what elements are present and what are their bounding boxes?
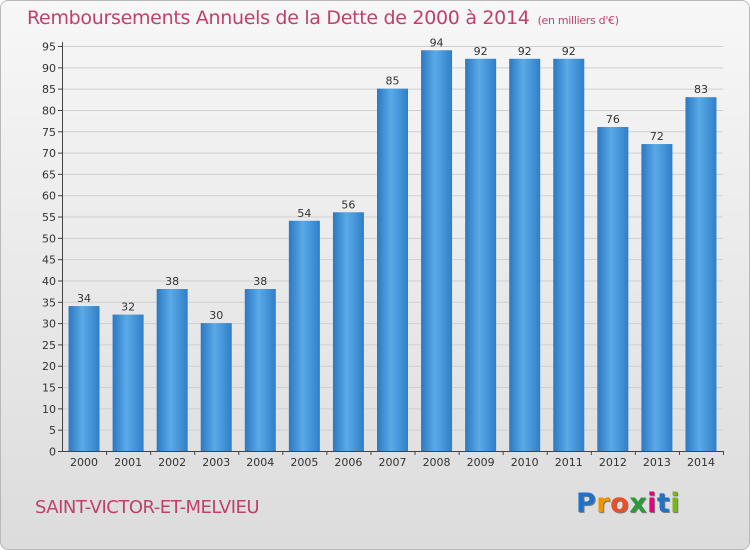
y-tick-label: 5	[49, 424, 56, 437]
y-tick-label: 10	[42, 403, 56, 416]
logo-letter: t	[656, 488, 671, 519]
x-tick-label: 2014	[687, 456, 715, 469]
data-label: 38	[253, 275, 267, 288]
x-tick-label: 2000	[70, 456, 98, 469]
data-label: 83	[694, 83, 708, 96]
logo-letter: i	[647, 488, 657, 519]
chart-subtitle: (en milliers d'€)	[537, 14, 619, 27]
y-tick-label: 15	[42, 382, 56, 395]
chart-title: Remboursements Annuels de la Dette de 20…	[27, 7, 619, 29]
logo-letter: i	[670, 488, 681, 519]
data-label: 30	[209, 309, 223, 322]
y-tick-label: 65	[42, 168, 56, 181]
x-tick-label: 2007	[379, 456, 407, 469]
y-tick-label: 60	[42, 190, 56, 203]
data-label: 72	[650, 130, 664, 143]
bar	[641, 144, 673, 452]
bar	[288, 220, 320, 451]
y-tick-label: 45	[42, 254, 56, 267]
y-tick-label: 90	[42, 62, 56, 75]
bar	[553, 58, 585, 451]
logo-letter: r	[596, 488, 611, 519]
bar	[465, 58, 497, 451]
y-tick-label: 50	[42, 232, 56, 245]
data-label: 38	[165, 275, 179, 288]
bar	[200, 323, 232, 451]
data-label: 92	[562, 45, 576, 58]
y-tick-label: 0	[49, 446, 56, 459]
x-tick-label: 2005	[290, 456, 318, 469]
x-tick-label: 2010	[511, 456, 539, 469]
logo-letter: x	[629, 488, 648, 519]
y-tick-label: 30	[42, 318, 56, 331]
data-label: 34	[77, 292, 91, 305]
y-tick-label: 35	[42, 296, 56, 309]
bars: 34 32 38 30 38 54 56 85 94 92 92 92 76 72 83	[68, 36, 717, 452]
data-label: 32	[121, 301, 135, 314]
bar	[377, 88, 408, 451]
x-tick-label: 2008	[423, 456, 451, 469]
y-tick-label: 85	[42, 83, 56, 96]
y-tick-label: 70	[42, 147, 56, 160]
x-tick-label: 2003	[202, 456, 230, 469]
x-tick-label: 2004	[246, 456, 274, 469]
y-tick-label: 20	[42, 360, 56, 373]
data-label: 92	[474, 45, 488, 58]
bar	[509, 58, 541, 451]
axes: 0 5 10 15 20 25 30 35 40 45 50 55 60 65 70 75 80 85 90 95 20…	[42, 41, 724, 469]
commune-name: SAINT-VICTOR-ET-MELVIEU	[35, 497, 260, 518]
x-tick-label: 2002	[158, 456, 186, 469]
data-label: 56	[341, 198, 355, 211]
y-tick-label: 25	[42, 339, 56, 352]
x-tick-label: 2012	[599, 456, 627, 469]
x-tick-label: 2013	[643, 456, 671, 469]
x-tick-label: 2001	[114, 456, 142, 469]
data-label: 54	[297, 207, 311, 220]
bar	[685, 97, 717, 451]
data-label: 76	[606, 113, 620, 126]
bar	[112, 314, 144, 451]
bar	[421, 50, 453, 452]
chart-title-text: Remboursements Annuels de la Dette de 20…	[27, 7, 530, 29]
logo-letter: o	[610, 488, 630, 519]
logo-letter: P	[576, 488, 597, 519]
y-tick-label: 95	[42, 41, 56, 54]
bar	[332, 212, 364, 451]
bar	[156, 289, 188, 451]
bar	[597, 127, 629, 451]
data-label: 92	[518, 45, 532, 58]
y-tick-label: 75	[42, 126, 56, 139]
y-tick-label: 55	[42, 211, 56, 224]
x-tick-label: 2011	[555, 456, 583, 469]
data-label: 85	[386, 75, 400, 88]
data-label: 94	[430, 36, 444, 49]
x-tick-label: 2006	[334, 456, 362, 469]
bar	[68, 306, 100, 451]
proxiti-logo: Proxiti	[576, 488, 680, 519]
y-tick-label: 40	[42, 275, 56, 288]
bar	[244, 289, 276, 451]
y-tick-label: 80	[42, 104, 56, 117]
x-tick-label: 2009	[467, 456, 495, 469]
